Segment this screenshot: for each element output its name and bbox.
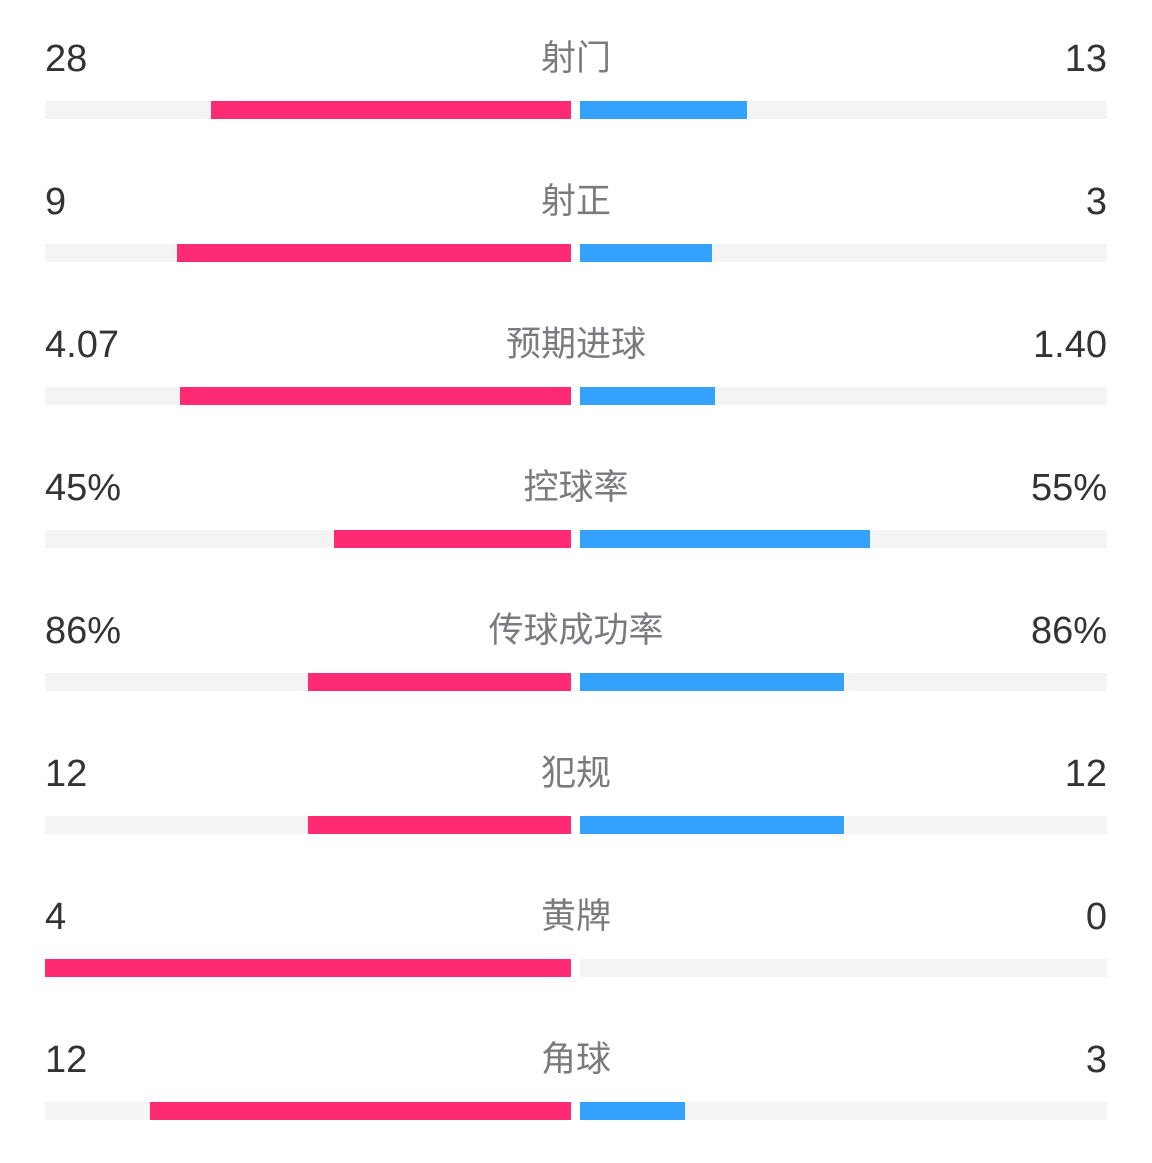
away-bar-track — [580, 959, 1107, 977]
away-value: 12 — [1064, 753, 1107, 795]
stat-label: 预期进球 — [505, 325, 646, 365]
home-bar — [150, 1102, 571, 1120]
away-bar-track — [580, 101, 1107, 119]
home-bar-track — [45, 387, 571, 405]
away-value: 3 — [1085, 181, 1107, 223]
home-value: 9 — [45, 181, 67, 223]
stat-row: 45% 控球率 55% — [0, 429, 1152, 572]
home-bar-track — [45, 816, 571, 834]
away-bar-track — [580, 387, 1107, 405]
stat-label: 传球成功率 — [488, 611, 664, 651]
away-bar-track — [580, 1102, 1107, 1120]
home-bar — [308, 816, 571, 834]
home-value: 4 — [45, 896, 67, 938]
away-bar-track — [580, 673, 1107, 691]
home-bar — [308, 673, 571, 691]
home-bar-track — [45, 101, 571, 119]
away-bar — [580, 244, 712, 262]
home-bar — [334, 530, 571, 548]
home-bar — [176, 244, 571, 262]
home-value: 45% — [45, 467, 122, 509]
away-bar — [580, 101, 748, 119]
away-bar-track — [580, 530, 1107, 548]
away-value: 3 — [1085, 1039, 1107, 1081]
stat-row: 9 射正 3 — [0, 143, 1152, 286]
away-value: 55% — [1030, 467, 1107, 509]
stat-row: 4.07 预期进球 1.40 — [0, 286, 1152, 429]
away-bar — [580, 673, 844, 691]
away-value: 0 — [1085, 896, 1107, 938]
stat-row: 12 犯规 12 — [0, 715, 1152, 858]
home-value: 12 — [45, 753, 88, 795]
home-value: 12 — [45, 1039, 88, 1081]
stat-label: 犯规 — [540, 754, 611, 794]
away-bar — [580, 816, 844, 834]
home-bar — [45, 959, 571, 977]
stat-label: 射正 — [540, 182, 611, 222]
home-bar-track — [45, 959, 571, 977]
home-value: 28 — [45, 38, 88, 80]
away-bar — [580, 530, 870, 548]
stat-row: 86% 传球成功率 86% — [0, 572, 1152, 715]
stat-label: 黄牌 — [540, 897, 611, 937]
home-bar-track — [45, 530, 571, 548]
away-bar — [580, 387, 715, 405]
stat-label: 射门 — [540, 39, 611, 79]
stat-row: 12 角球 3 — [0, 1001, 1152, 1144]
home-value: 86% — [45, 610, 122, 652]
stat-label: 角球 — [540, 1040, 611, 1080]
home-bar — [179, 387, 571, 405]
away-value: 13 — [1064, 38, 1107, 80]
away-bar-track — [580, 244, 1107, 262]
home-bar-track — [45, 244, 571, 262]
away-bar-track — [580, 816, 1107, 834]
stat-label: 控球率 — [523, 468, 629, 508]
away-value: 1.40 — [1033, 324, 1107, 366]
away-bar — [580, 1102, 686, 1120]
stat-row: 4 黄牌 0 — [0, 858, 1152, 1001]
home-bar-track — [45, 1102, 571, 1120]
home-bar — [211, 101, 571, 119]
home-bar-track — [45, 673, 571, 691]
away-value: 86% — [1030, 610, 1107, 652]
stat-row: 28 射门 13 — [0, 0, 1152, 143]
home-value: 4.07 — [45, 324, 119, 366]
